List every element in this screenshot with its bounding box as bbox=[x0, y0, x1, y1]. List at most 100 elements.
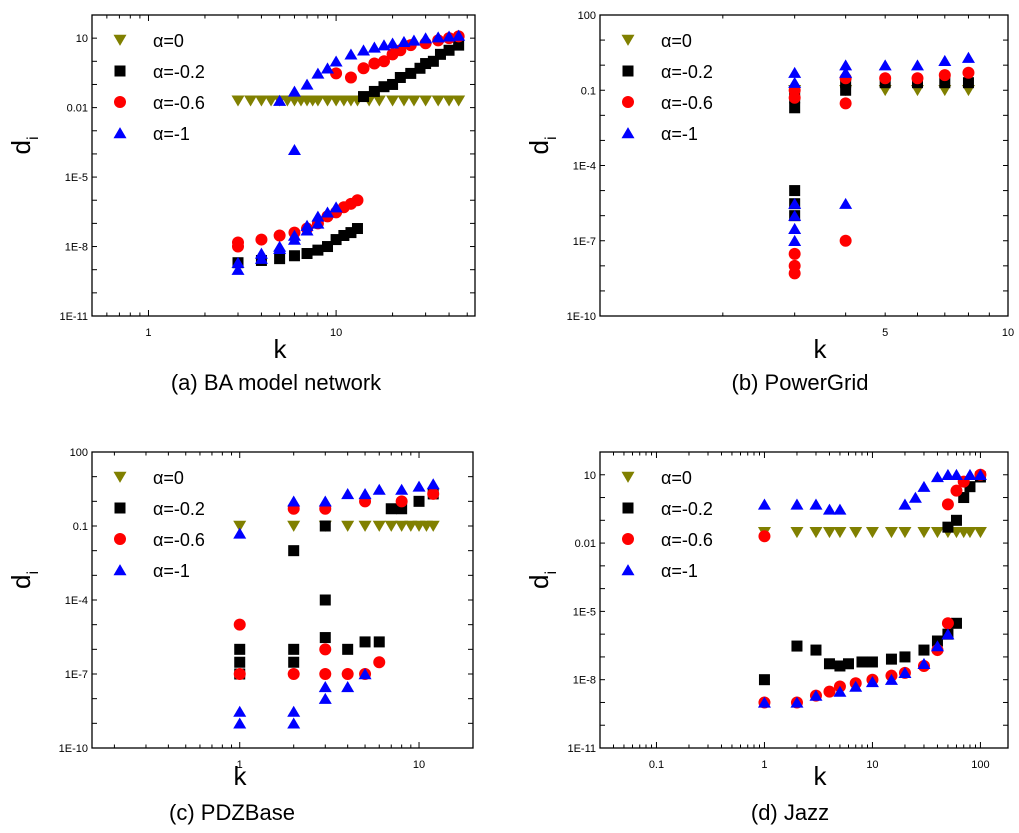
data-point bbox=[233, 717, 247, 729]
legend-marker bbox=[113, 34, 127, 46]
data-point bbox=[394, 71, 406, 83]
legend-label: α=-1 bbox=[153, 561, 190, 581]
data-point bbox=[452, 29, 466, 41]
data-point bbox=[318, 681, 332, 693]
data-point bbox=[372, 520, 386, 532]
data-point bbox=[962, 66, 975, 79]
y-tick-label: 1E-5 bbox=[573, 606, 596, 618]
data-point bbox=[264, 95, 278, 107]
data-point bbox=[395, 495, 408, 508]
y-tick-label: 1E-8 bbox=[65, 242, 88, 254]
data-point bbox=[287, 143, 301, 156]
data-point bbox=[351, 194, 364, 207]
data-point bbox=[856, 656, 868, 668]
y-tick-label: 0.1 bbox=[581, 85, 596, 97]
data-point bbox=[917, 657, 931, 669]
data-point bbox=[254, 95, 268, 107]
legend-marker bbox=[621, 34, 635, 46]
data-point bbox=[288, 250, 300, 262]
data-point bbox=[453, 39, 465, 51]
data-point bbox=[961, 51, 975, 63]
data-point bbox=[962, 77, 974, 89]
legend-marker bbox=[622, 96, 634, 108]
data-point bbox=[758, 674, 770, 686]
legend-marker bbox=[114, 96, 126, 108]
data-point bbox=[233, 618, 246, 631]
x-axis-label: k bbox=[814, 334, 828, 364]
data-point bbox=[368, 57, 381, 70]
legend-marker bbox=[621, 564, 635, 576]
data-point bbox=[790, 527, 804, 539]
panel-3: 1 10 100 0.1 1E-4 1E-7 1E-10 k di α=0 α=-0.2 α=-0.6… bbox=[6, 447, 474, 825]
x-axis-label: k bbox=[274, 334, 288, 364]
data-point bbox=[287, 520, 301, 532]
y-tick-label: 0.01 bbox=[67, 103, 88, 115]
data-point bbox=[397, 95, 411, 107]
data-point bbox=[431, 95, 445, 107]
data-point bbox=[330, 67, 343, 80]
data-point bbox=[412, 480, 426, 492]
data-point bbox=[301, 248, 313, 260]
data-point bbox=[318, 495, 332, 507]
legend-marker bbox=[113, 127, 127, 139]
data-point bbox=[789, 185, 801, 197]
x-tick-label: 0.1 bbox=[649, 759, 664, 771]
data-point bbox=[231, 236, 244, 249]
data-point bbox=[287, 717, 301, 729]
data-point bbox=[964, 481, 976, 493]
data-point bbox=[917, 480, 931, 492]
y-tick-label: 0.01 bbox=[575, 538, 596, 550]
panel-caption: (c) PDZBase bbox=[169, 800, 295, 825]
data-point bbox=[898, 666, 912, 679]
data-point bbox=[321, 62, 335, 74]
data-point bbox=[443, 44, 455, 56]
legend-marker bbox=[114, 533, 126, 545]
legend-label: α=-1 bbox=[661, 124, 698, 144]
data-point bbox=[973, 527, 987, 539]
data-point bbox=[908, 491, 922, 503]
data-point bbox=[442, 30, 456, 42]
data-point bbox=[373, 656, 386, 669]
data-point bbox=[231, 256, 245, 268]
data-point bbox=[373, 636, 385, 648]
y-tick-label: 100 bbox=[70, 447, 88, 459]
data-point bbox=[833, 503, 847, 515]
y-tick-label: 1E-4 bbox=[573, 161, 596, 173]
data-point bbox=[789, 102, 801, 114]
panel-caption: (b) PowerGrid bbox=[732, 370, 869, 395]
data-point bbox=[387, 78, 399, 90]
data-point bbox=[321, 206, 335, 218]
legend-label: α=-0.6 bbox=[153, 530, 205, 550]
y-tick-label: 1E-4 bbox=[65, 595, 88, 607]
data-point bbox=[318, 692, 332, 704]
data-point bbox=[839, 197, 853, 209]
data-point bbox=[822, 527, 836, 539]
data-point bbox=[790, 696, 804, 708]
plot-frame bbox=[599, 451, 1009, 749]
legend-marker bbox=[621, 127, 635, 139]
data-point bbox=[865, 527, 879, 539]
data-point bbox=[809, 527, 823, 539]
data-point bbox=[757, 696, 771, 708]
data-point bbox=[287, 705, 301, 717]
y-tick-label: 1E-11 bbox=[59, 311, 88, 323]
y-tick-label: 1E-11 bbox=[567, 743, 596, 755]
data-point bbox=[790, 498, 804, 510]
data-point bbox=[884, 673, 898, 685]
y-axis-label: di bbox=[6, 571, 42, 589]
data-point bbox=[234, 643, 246, 655]
y-axis-label: di bbox=[524, 571, 560, 589]
data-point bbox=[367, 41, 381, 53]
data-point bbox=[427, 487, 440, 500]
data-point bbox=[345, 227, 357, 239]
data-point bbox=[849, 680, 863, 692]
data-point bbox=[288, 656, 300, 668]
data-point bbox=[344, 71, 357, 84]
data-point bbox=[287, 229, 301, 241]
data-point bbox=[788, 259, 801, 272]
x-tick-label: 10 bbox=[330, 327, 342, 339]
markers bbox=[233, 478, 440, 729]
data-point bbox=[865, 676, 879, 688]
data-point bbox=[419, 95, 433, 107]
data-point bbox=[958, 492, 970, 504]
